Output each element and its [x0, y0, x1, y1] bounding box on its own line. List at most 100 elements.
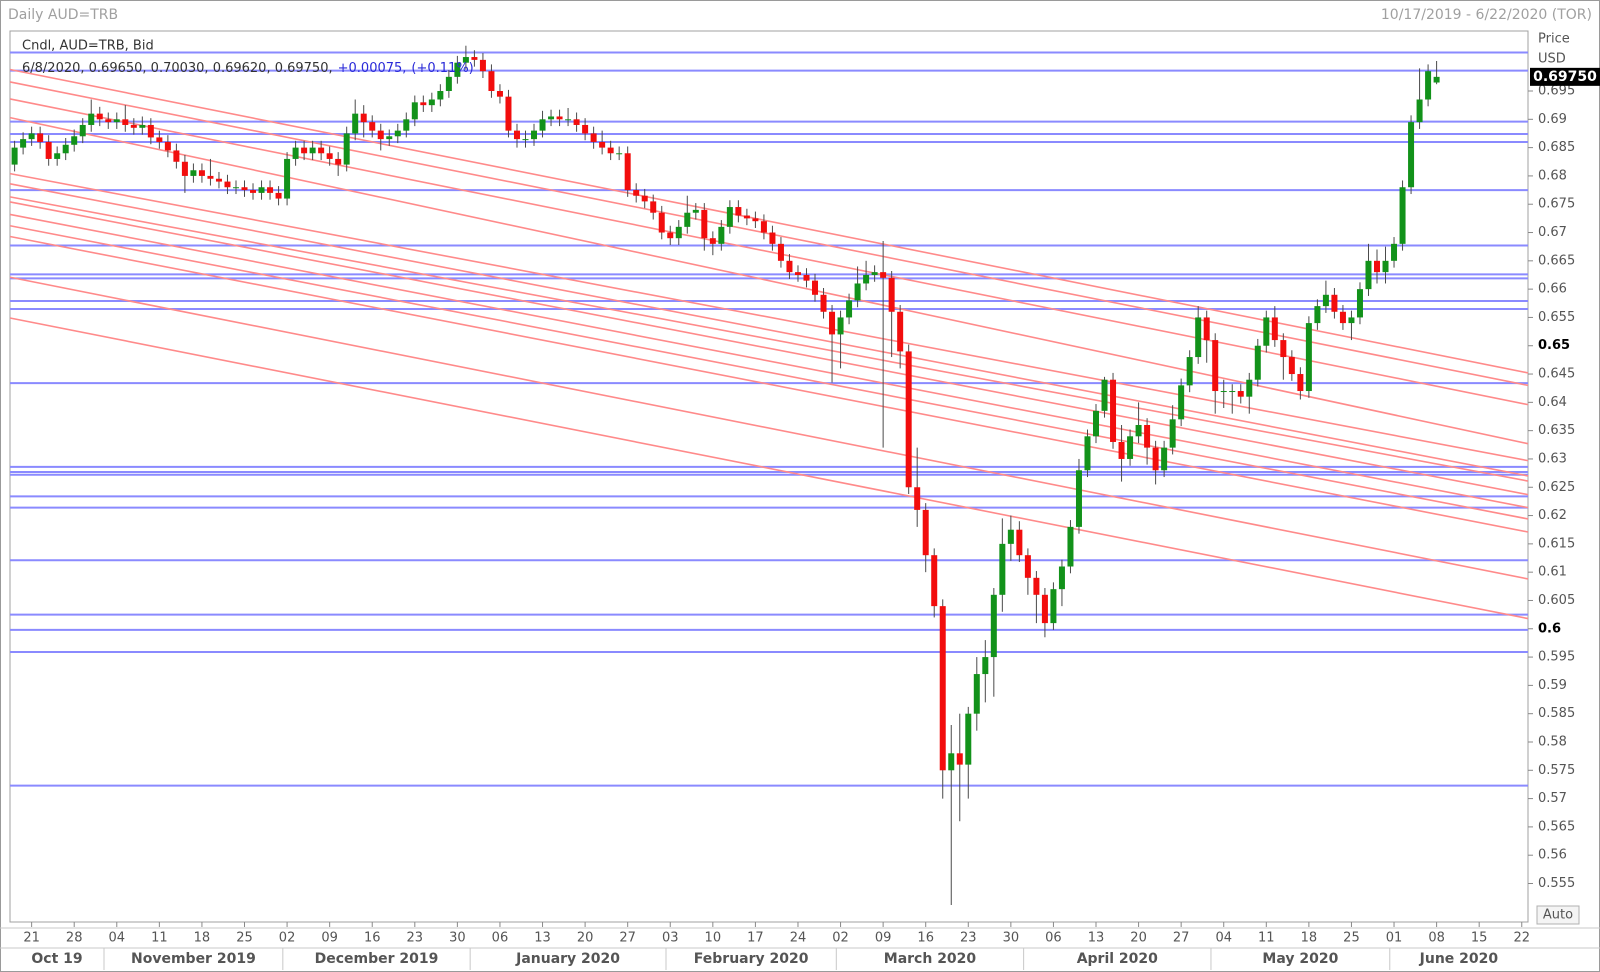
candle-body	[931, 555, 938, 607]
candle-body	[794, 272, 801, 275]
candle-body	[616, 153, 623, 155]
y-tick-label: 0.695	[1538, 84, 1575, 99]
candle-body	[411, 102, 418, 120]
candle-body	[803, 274, 810, 281]
x-tick-label: 10	[705, 931, 722, 946]
y-tick-label: 0.68	[1538, 168, 1567, 183]
candle-body	[1058, 566, 1065, 590]
x-tick-label: 30	[449, 931, 466, 946]
candle-body	[173, 150, 180, 162]
x-tick-label: 17	[747, 931, 764, 946]
y-tick-label: 0.63	[1538, 451, 1567, 466]
month-label: February 2020	[694, 951, 809, 967]
candle-body	[1093, 410, 1100, 437]
x-tick-label: 27	[619, 931, 636, 946]
x-tick-label: 30	[1003, 931, 1020, 946]
candle-body	[675, 226, 682, 239]
x-tick-label: 09	[875, 931, 892, 946]
x-tick-label: 16	[917, 931, 934, 946]
candle-body	[326, 153, 333, 159]
auto-button-label[interactable]: Auto	[1543, 908, 1573, 923]
x-tick-label: 09	[321, 931, 338, 946]
last-price-tag	[1530, 67, 1600, 86]
candle-body	[633, 190, 640, 196]
candle-body	[701, 209, 708, 239]
candle-body	[96, 113, 103, 120]
candle-body	[428, 99, 435, 106]
candle-body	[147, 124, 154, 138]
candle-body	[335, 158, 342, 165]
x-tick-label: 02	[279, 931, 296, 946]
month-label: November 2019	[131, 951, 256, 967]
y-tick-label: 0.645	[1538, 367, 1575, 382]
candle-body	[956, 753, 963, 765]
candle-body	[1365, 260, 1372, 290]
candle-body	[1271, 317, 1278, 341]
candle-body	[658, 212, 665, 233]
candle-body	[897, 311, 904, 352]
x-tick-label: 16	[364, 931, 381, 946]
candle-body	[386, 136, 393, 140]
candle-body	[1254, 345, 1261, 380]
x-tick-label: 06	[1045, 931, 1062, 946]
candle-body	[1229, 391, 1236, 393]
candle-body	[420, 102, 427, 106]
candle-body	[318, 147, 325, 154]
trendline	[9, 317, 1529, 620]
candles	[11, 45, 1440, 906]
x-tick-label: 21	[23, 931, 40, 946]
candle-body	[1203, 317, 1210, 341]
x-tick-label: 08	[1428, 931, 1445, 946]
trendline	[9, 201, 1529, 496]
levels	[10, 51, 1528, 787]
y-tick-label: 0.67	[1538, 225, 1567, 240]
candle-body	[113, 119, 120, 123]
candle-body	[1322, 294, 1329, 307]
candle-body	[1178, 385, 1185, 420]
candle-body	[820, 294, 827, 312]
candle-body	[718, 226, 725, 244]
y-tick-label: 0.635	[1538, 423, 1575, 438]
trendline	[9, 276, 1529, 580]
candle-body	[1331, 294, 1338, 312]
candle-body	[122, 119, 129, 125]
x-tick-label: 23	[960, 931, 977, 946]
x-tick-label: 11	[1258, 931, 1275, 946]
y-axis-unit: USD	[1538, 52, 1566, 67]
last-price-label: 0.69750	[1533, 69, 1597, 85]
candle-body	[888, 277, 895, 312]
candle-body	[1399, 187, 1406, 244]
candle-body	[684, 212, 691, 227]
candle-body	[1220, 391, 1227, 393]
x-tick-label: 13	[1088, 931, 1105, 946]
candle-body	[982, 657, 989, 675]
candle-body	[232, 187, 239, 189]
candle-body	[105, 119, 112, 123]
y-tick-label: 0.62	[1538, 508, 1567, 523]
auto-button[interactable]	[1536, 905, 1580, 925]
candle-body	[948, 753, 955, 771]
candle-body	[846, 300, 853, 318]
candle-body	[445, 76, 452, 92]
x-tick-label: 25	[236, 931, 253, 946]
candle-body	[403, 119, 410, 131]
y-tick-label: 0.605	[1538, 593, 1575, 608]
y-tick-label: 0.57	[1538, 791, 1567, 806]
x-tick-label: 06	[492, 931, 509, 946]
y-tick-label: 0.595	[1538, 650, 1575, 665]
candle-body	[1433, 76, 1440, 83]
candle-body	[1288, 357, 1295, 375]
candle-body	[735, 207, 742, 216]
candle-body	[156, 137, 163, 142]
x-tick-label: 18	[1301, 931, 1318, 946]
candle-body	[1084, 436, 1091, 471]
candle-body	[275, 192, 282, 199]
candle-body	[1237, 391, 1244, 397]
y-tick-label: 0.575	[1538, 763, 1575, 778]
candle-body	[1135, 424, 1142, 437]
candle-body	[905, 351, 912, 488]
y-tick-label: 0.625	[1538, 480, 1575, 495]
candle-body	[1374, 260, 1380, 273]
candle-body	[1339, 311, 1346, 324]
y-tick-label: 0.58	[1538, 734, 1567, 749]
